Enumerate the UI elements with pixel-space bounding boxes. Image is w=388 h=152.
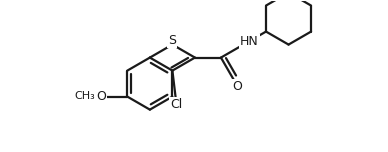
Text: HN: HN <box>240 35 259 48</box>
Text: Cl: Cl <box>170 98 183 111</box>
Text: O: O <box>96 90 106 103</box>
Text: O: O <box>232 80 242 93</box>
Text: CH₃: CH₃ <box>74 91 95 101</box>
Text: S: S <box>168 34 177 47</box>
